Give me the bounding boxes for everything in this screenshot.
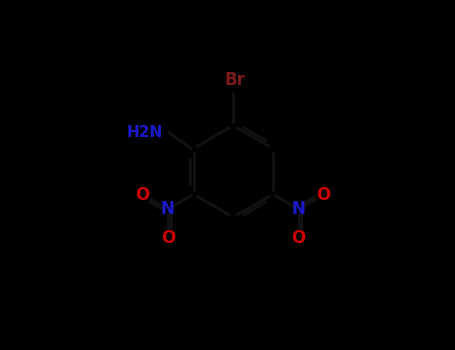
Text: O: O bbox=[291, 229, 306, 247]
Text: O: O bbox=[161, 229, 175, 247]
Text: H2N: H2N bbox=[126, 125, 162, 140]
Text: N: N bbox=[292, 200, 305, 218]
Text: Br: Br bbox=[224, 71, 245, 89]
Text: N: N bbox=[161, 200, 175, 218]
Text: O: O bbox=[317, 186, 331, 204]
Text: O: O bbox=[136, 186, 150, 204]
